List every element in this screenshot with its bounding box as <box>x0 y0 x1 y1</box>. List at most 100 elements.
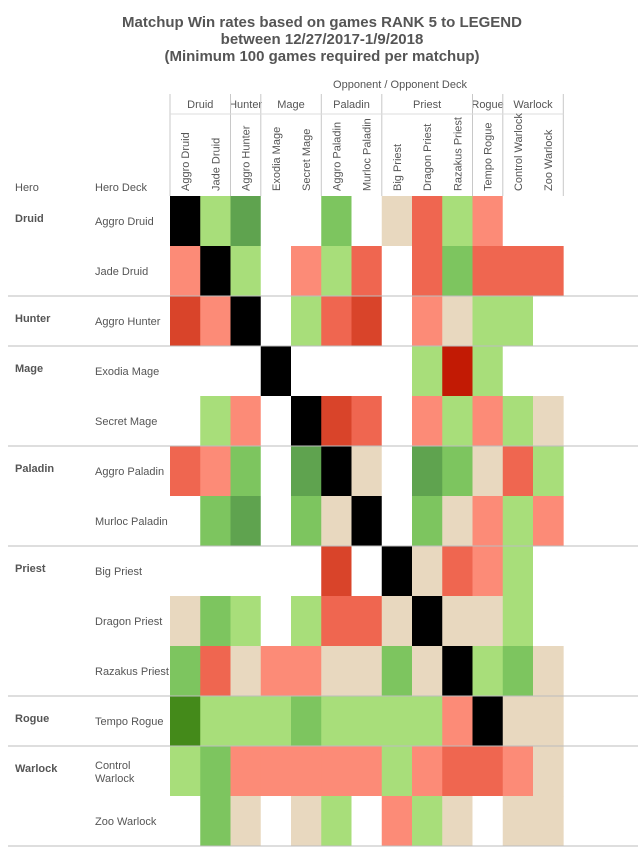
heatmap-cell <box>533 596 564 647</box>
heatmap-cell <box>291 396 322 447</box>
heatmap-cell <box>260 696 292 747</box>
row-deck-label: Aggro Druid <box>95 216 154 228</box>
heatmap-cell <box>200 796 231 847</box>
heatmap-cell <box>291 446 322 497</box>
heatmap-cell <box>442 496 473 547</box>
heatmap-cell <box>472 346 504 397</box>
heatmap-cell <box>442 546 473 597</box>
heatmap-cell <box>381 246 413 297</box>
heatmap-cell <box>230 546 262 597</box>
heatmap-cell <box>412 246 443 297</box>
heatmap-cell <box>200 646 231 697</box>
heatmap-cell <box>351 696 383 747</box>
heatmap-cell <box>321 696 352 747</box>
heatmap-cell <box>291 696 322 747</box>
heatmap-cell <box>381 796 413 847</box>
row-deck-label: Control Warlock <box>95 760 135 785</box>
heatmap-cell <box>200 396 231 447</box>
heatmap-cell <box>291 646 322 697</box>
row-hero-label: Priest <box>15 563 46 575</box>
heatmap-cell <box>200 696 231 747</box>
heatmap-cell <box>533 196 564 247</box>
heatmap-cell <box>200 446 231 497</box>
heatmap-cell <box>533 346 564 397</box>
heatmap-cell <box>170 796 201 847</box>
row-hero-label: Druid <box>15 213 44 225</box>
heatmap-cell <box>170 496 201 547</box>
heatmap-cell <box>472 396 504 447</box>
heatmap-cell <box>412 446 443 497</box>
column-axis-header: Opponent / Opponent Deck <box>333 79 467 91</box>
heatmap-cell <box>260 796 292 847</box>
heatmap-cell <box>291 296 322 347</box>
heatmap-cell <box>351 246 383 297</box>
heatmap-cell <box>291 546 322 597</box>
heatmap-cell <box>200 246 231 297</box>
heatmap-cell <box>170 396 201 447</box>
heatmap-cell <box>472 196 504 247</box>
chart-title-line-1: Matchup Win rates based on games RANK 5 … <box>122 14 522 31</box>
heatmap-cell <box>230 396 262 447</box>
row-deck-label: Jade Druid <box>95 266 148 278</box>
heatmap-cell <box>381 546 413 597</box>
row-hero-label: Rogue <box>15 713 49 725</box>
heatmap-cell <box>502 696 534 747</box>
column-deck-label: Exodia Mage <box>271 127 283 191</box>
heatmap-cell <box>351 296 383 347</box>
heatmap-cell <box>321 396 352 447</box>
heatmap-cell <box>472 296 504 347</box>
heatmap-cell <box>291 796 322 847</box>
heatmap-cell <box>170 296 201 347</box>
heatmap-cell <box>321 596 352 647</box>
heatmap-cell <box>200 746 231 797</box>
heatmap-cell <box>442 246 473 297</box>
heatmap-cell <box>260 546 292 597</box>
heatmap-cell <box>260 346 292 397</box>
heatmap-cell <box>502 496 534 547</box>
heatmap-cell <box>230 696 262 747</box>
heatmap-cell <box>412 196 443 247</box>
heatmap-cell <box>260 746 292 797</box>
heatmap-cell <box>351 496 383 547</box>
heatmap-cell <box>533 446 564 497</box>
heatmap-cell <box>170 596 201 647</box>
heatmap-cell <box>230 646 262 697</box>
heatmap-cell <box>170 746 201 797</box>
column-deck-label: Secret Mage <box>301 129 313 191</box>
heatmap-cell <box>442 746 473 797</box>
heatmap-cell <box>533 796 564 847</box>
chart-title-line-2: between 12/27/2017-1/9/2018 <box>220 31 424 48</box>
heatmap-cell <box>230 746 262 797</box>
heatmap-cell <box>291 596 322 647</box>
column-group-label: Paladin <box>333 99 370 111</box>
heatmap-cell <box>533 646 564 697</box>
heatmap-cell <box>321 546 352 597</box>
heatmap-cell <box>230 296 262 347</box>
heatmap-cell <box>502 446 534 497</box>
heatmap-cell <box>351 646 383 697</box>
row-deck-label: Aggro Paladin <box>95 466 164 478</box>
heatmap-cell <box>260 446 292 497</box>
heatmap-cell <box>502 396 534 447</box>
column-group-label: Warlock <box>513 99 553 111</box>
heatmap-cell <box>533 246 564 297</box>
column-group-label: Mage <box>277 99 305 111</box>
heatmap-cell <box>321 296 352 347</box>
heatmap-cell <box>351 746 383 797</box>
heatmap-cell <box>502 596 534 647</box>
column-deck-label: Murloc Paladin <box>362 118 374 191</box>
heatmap-cell <box>381 296 413 347</box>
heatmap-cell <box>442 296 473 347</box>
column-group-label: Druid <box>187 99 213 111</box>
heatmap-cell <box>381 746 413 797</box>
heatmap-cell <box>170 446 201 497</box>
heatmap-cell <box>230 596 262 647</box>
column-deck-label: Big Priest <box>392 144 404 191</box>
heatmap-cell <box>260 246 292 297</box>
heatmap-cell <box>502 746 534 797</box>
heatmap-cell <box>472 446 504 497</box>
heatmap-cell <box>230 246 262 297</box>
column-group-label: Hunter <box>229 99 262 111</box>
heatmap-cell <box>533 746 564 797</box>
